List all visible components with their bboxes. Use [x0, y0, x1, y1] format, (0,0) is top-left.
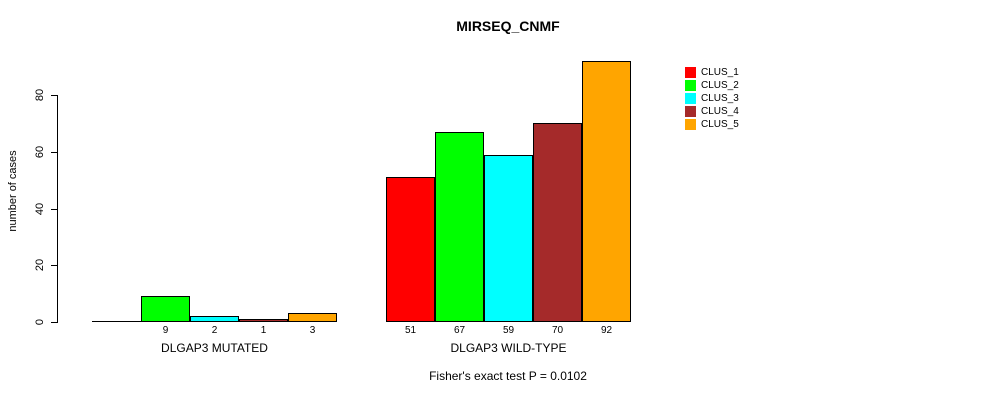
- bar-CLUS_1: [92, 321, 141, 322]
- y-axis-tick: [51, 152, 57, 153]
- legend-swatch-icon: [685, 119, 696, 130]
- legend-entry: CLUS_3: [685, 92, 739, 105]
- legend-swatch-icon: [685, 93, 696, 104]
- legend: CLUS_1 CLUS_2 CLUS_3 CLUS_4 CLUS_5: [685, 66, 739, 131]
- y-axis-tick-label: 20: [34, 258, 46, 272]
- bar-value-label: 1: [260, 325, 267, 336]
- y-axis-tick-label: 40: [34, 202, 46, 216]
- bar-CLUS_3: [484, 154, 533, 322]
- y-axis-tick: [51, 95, 57, 96]
- legend-entry-label: CLUS_3: [701, 93, 739, 104]
- y-axis-tick-label: 0: [34, 318, 46, 326]
- bar-value-label: 2: [211, 325, 218, 336]
- bar-value-label: 51: [404, 325, 417, 336]
- bar-CLUS_5: [288, 313, 337, 322]
- bar-CLUS_4: [239, 319, 288, 322]
- legend-entry: CLUS_4: [685, 105, 739, 118]
- bar-value-label: 67: [453, 325, 466, 336]
- bar-value-label: 9: [162, 325, 169, 336]
- y-axis-tick-label: 60: [34, 145, 46, 159]
- legend-entry-label: CLUS_2: [701, 80, 739, 91]
- legend-swatch-icon: [685, 106, 696, 117]
- legend-entry: CLUS_1: [685, 66, 739, 79]
- y-axis-tick-label: 80: [34, 88, 46, 102]
- fisher-test-annotation: Fisher's exact test P = 0.0102: [429, 369, 587, 383]
- chart-title: MIRSEQ_CNMF: [456, 18, 560, 34]
- y-axis-tick: [51, 265, 57, 266]
- y-axis-tick: [51, 322, 57, 323]
- legend-swatch-icon: [685, 67, 696, 78]
- category-label: DLGAP3 MUTATED: [161, 341, 268, 355]
- y-axis-line: [57, 95, 58, 323]
- bar-value-label: 59: [502, 325, 515, 336]
- bar-CLUS_2: [141, 296, 190, 322]
- bar-CLUS_3: [190, 316, 239, 322]
- legend-entry: CLUS_5: [685, 118, 739, 131]
- bar-value-label: 92: [600, 325, 613, 336]
- bar-CLUS_4: [533, 123, 582, 322]
- category-label: DLGAP3 WILD-TYPE: [450, 341, 567, 355]
- legend-entry-label: CLUS_4: [701, 106, 739, 117]
- bar-value-label: 70: [551, 325, 564, 336]
- legend-entry-label: CLUS_5: [701, 119, 739, 130]
- bar-CLUS_1: [386, 177, 435, 322]
- legend-swatch-icon: [685, 80, 696, 91]
- legend-entry: CLUS_2: [685, 79, 739, 92]
- legend-entry-label: CLUS_1: [701, 67, 739, 78]
- bar-value-label: 3: [309, 325, 316, 336]
- bar-CLUS_5: [582, 60, 631, 322]
- bar-CLUS_2: [435, 131, 484, 322]
- y-axis-tick: [51, 209, 57, 210]
